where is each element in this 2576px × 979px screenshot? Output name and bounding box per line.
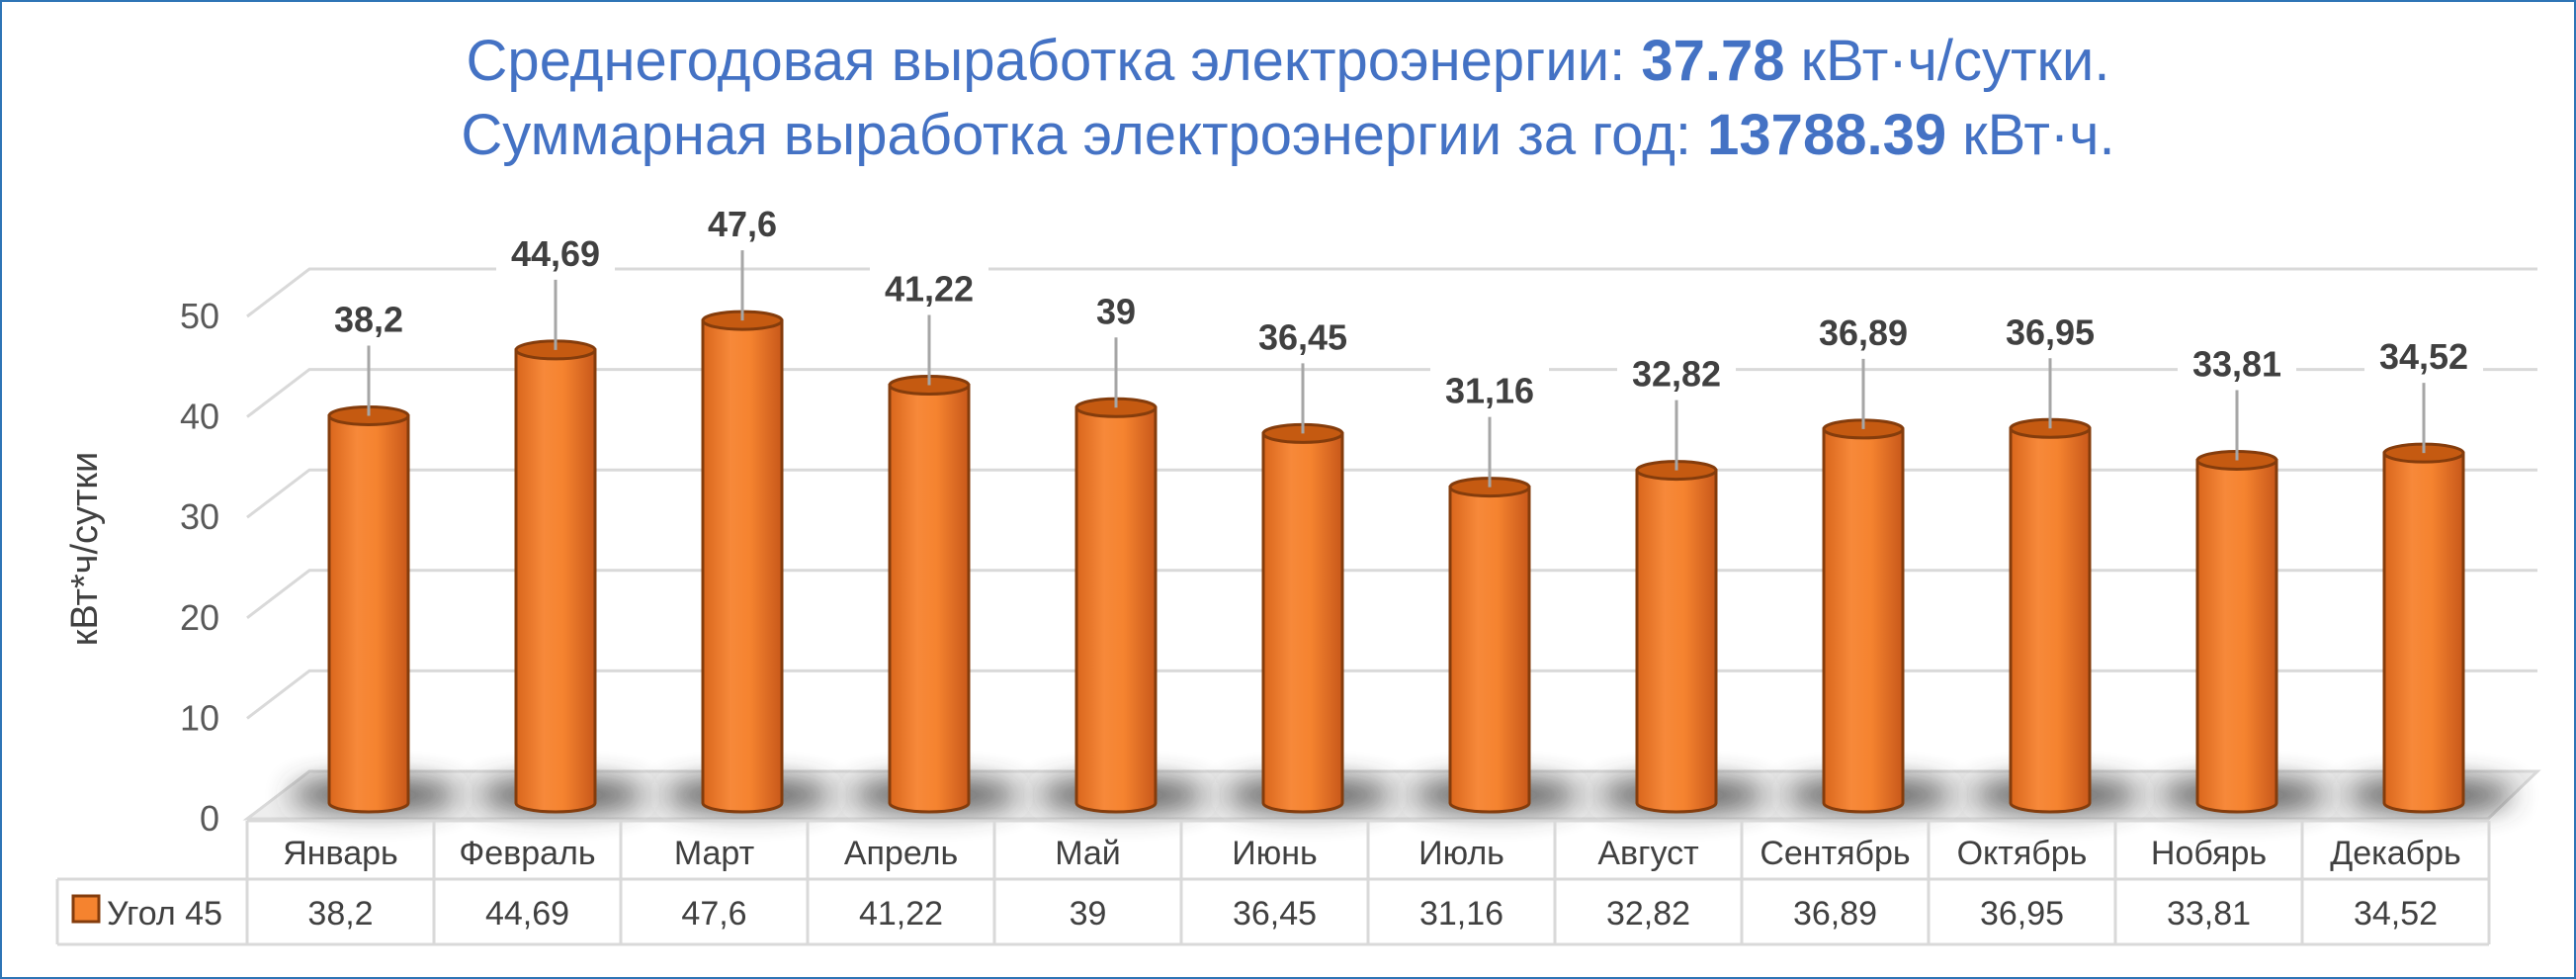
bar-Сентябрь: 36,89 bbox=[1804, 305, 1923, 814]
gridline bbox=[246, 668, 2537, 720]
table-value: 39 bbox=[1070, 895, 1107, 933]
category-label: Февраль bbox=[459, 835, 595, 872]
gridline bbox=[246, 569, 2537, 619]
category-label: Март bbox=[674, 835, 754, 872]
average-value: 37.78 bbox=[1641, 29, 1785, 93]
category-label: Октябрь bbox=[1957, 835, 2088, 872]
data-label-bg bbox=[2178, 336, 2296, 387]
table-value: 36,45 bbox=[1233, 895, 1317, 933]
y-tick-label: 50 bbox=[180, 296, 219, 336]
table-value: 34,52 bbox=[2354, 895, 2438, 933]
y-tick-label: 0 bbox=[200, 798, 219, 839]
bar-body bbox=[1448, 486, 1531, 814]
table-value: 47,6 bbox=[681, 895, 746, 933]
data-label-bg bbox=[870, 261, 988, 312]
data-label: 47,6 bbox=[708, 204, 777, 244]
bar-Март: 47,6 bbox=[683, 197, 802, 814]
data-label-bg bbox=[309, 292, 428, 342]
bar-body bbox=[1261, 431, 1344, 814]
table-value: 36,95 bbox=[1980, 895, 2064, 933]
bar-body bbox=[888, 383, 971, 814]
data-label: 33,81 bbox=[2192, 343, 2281, 384]
data-label: 31,16 bbox=[1445, 371, 1534, 411]
chart-title-line-1: Среднегодовая выработка электроэнергии: … bbox=[0, 28, 2576, 94]
data-label: 44,69 bbox=[511, 233, 600, 274]
table-value: 38,2 bbox=[307, 895, 373, 933]
title-text: Среднегодовая выработка электроэнергии: bbox=[466, 29, 1642, 93]
y-tick-label: 20 bbox=[180, 597, 219, 638]
legend-label: Угол 45 bbox=[107, 895, 222, 933]
category-label: Май bbox=[1055, 835, 1121, 872]
bar-Май: 39 bbox=[1057, 284, 1175, 814]
data-label: 32,82 bbox=[1632, 354, 1721, 395]
data-label: 36,89 bbox=[1819, 312, 1908, 353]
y-tick-label: 10 bbox=[180, 697, 219, 738]
bar-body bbox=[327, 413, 410, 814]
data-label: 34,52 bbox=[2379, 336, 2468, 377]
y-tick-label: 40 bbox=[180, 397, 219, 437]
bar-Январь: 38,2 bbox=[309, 292, 428, 814]
table-value: 33,81 bbox=[2167, 895, 2251, 933]
category-label: Сентябрь bbox=[1760, 835, 1910, 872]
category-label: Август bbox=[1597, 835, 1698, 872]
data-label-bg bbox=[1057, 284, 1175, 334]
table-value: 44,69 bbox=[485, 895, 569, 933]
bar-body bbox=[2382, 451, 2465, 814]
data-label: 38,2 bbox=[334, 299, 403, 339]
data-label-bg bbox=[1617, 346, 1736, 397]
bar-Нобярь: 33,81 bbox=[2178, 336, 2296, 814]
bar-body bbox=[2009, 426, 2092, 814]
bar-Октябрь: 36,95 bbox=[1991, 305, 2109, 814]
bar-body bbox=[514, 348, 597, 814]
bar-Апрель: 41,22 bbox=[870, 261, 988, 814]
bar-body bbox=[2195, 458, 2278, 814]
category-label: Апрель bbox=[844, 835, 958, 872]
bar-Август: 32,82 bbox=[1617, 346, 1736, 814]
data-label: 36,45 bbox=[1258, 316, 1347, 357]
title-unit: кВт·ч/сутки. bbox=[1784, 29, 2110, 93]
bar-Июнь: 36,45 bbox=[1244, 310, 1362, 814]
bar-Февраль: 44,69 bbox=[496, 225, 615, 814]
table-value: 41,22 bbox=[859, 895, 943, 933]
table-value: 31,16 bbox=[1419, 895, 1503, 933]
data-label-bg bbox=[1991, 305, 2109, 355]
bar-body bbox=[1074, 405, 1158, 814]
category-label: Январь bbox=[283, 835, 398, 872]
table-value: 36,89 bbox=[1793, 895, 1877, 933]
category-label: Декабрь bbox=[2330, 835, 2461, 872]
y-tick-label: 30 bbox=[180, 496, 219, 537]
category-label: Июнь bbox=[1232, 835, 1317, 872]
category-label: Июль bbox=[1418, 835, 1504, 872]
title-unit: кВт·ч. bbox=[1946, 103, 2115, 167]
total-value: 13788.39 bbox=[1707, 103, 1947, 167]
chart-title-line-2: Суммарная выработка электроэнергии за го… bbox=[0, 102, 2576, 168]
data-label-bg bbox=[1430, 363, 1549, 413]
y-axis-title: кВт*ч/сутки bbox=[64, 452, 106, 647]
title-text: Суммарная выработка электроэнергии за го… bbox=[461, 103, 1708, 167]
bar-body bbox=[1635, 469, 1718, 814]
data-label-bg bbox=[496, 225, 615, 276]
data-label-bg bbox=[1244, 310, 1362, 360]
bar-Декабрь: 34,52 bbox=[2364, 329, 2483, 814]
data-label: 39 bbox=[1096, 291, 1136, 331]
gridline bbox=[246, 368, 2537, 418]
data-label-bg bbox=[1804, 305, 1923, 355]
gridline bbox=[246, 468, 2537, 519]
data-label-bg bbox=[683, 197, 802, 247]
bar-body bbox=[701, 318, 784, 814]
data-label: 41,22 bbox=[885, 268, 974, 309]
bar-Июль: 31,16 bbox=[1430, 363, 1549, 814]
data-label-bg bbox=[2364, 329, 2483, 380]
legend-swatch bbox=[71, 894, 101, 924]
bar-body bbox=[1822, 427, 1905, 814]
data-label: 36,95 bbox=[2006, 312, 2095, 352]
gridline bbox=[246, 267, 2537, 318]
table-value: 32,82 bbox=[1606, 895, 1690, 933]
category-label: Нобярь bbox=[2151, 835, 2267, 872]
